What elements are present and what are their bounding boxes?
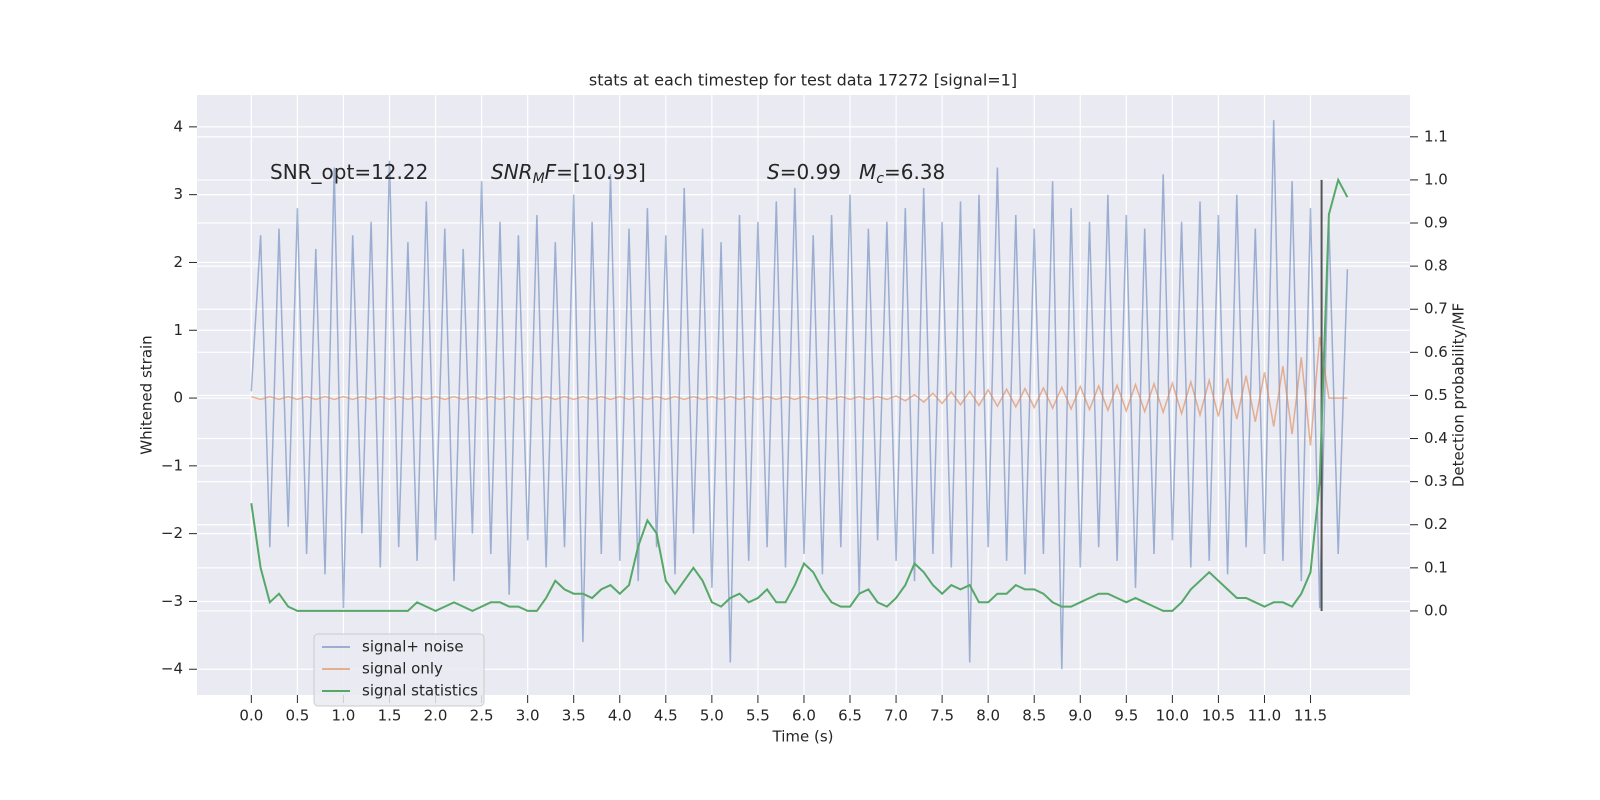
x-tick-label: 9.5: [1114, 707, 1138, 725]
y2-tick-label: 0.8: [1424, 257, 1448, 275]
x-tick-label: 0.5: [285, 707, 309, 725]
y-tick-label: 0: [173, 389, 183, 407]
y-tick-label: −2: [161, 524, 183, 542]
x-tick-label: 8.0: [976, 707, 1000, 725]
y2-axis-label: Detection probability/MF: [1450, 303, 1468, 487]
x-tick-label: 6.5: [838, 707, 862, 725]
x-tick-label: 11.0: [1248, 707, 1281, 725]
x-tick-label: 11.5: [1294, 707, 1327, 725]
y2-tick-label: 1.1: [1424, 127, 1448, 145]
x-tick-label: 3.0: [516, 707, 540, 725]
y2-tick-label: 0.5: [1424, 386, 1448, 404]
legend-label: signal statistics: [362, 682, 478, 700]
annotation: SNR_opt=12.22: [270, 160, 428, 184]
x-tick-label: 2.5: [470, 707, 494, 725]
y-axis-label: Whitened strain: [138, 335, 156, 454]
annotation-part: =0.99: [780, 160, 841, 184]
x-tick-label: 5.5: [746, 707, 770, 725]
x-tick-label: 1.5: [378, 707, 402, 725]
x-tick-label: 7.5: [930, 707, 954, 725]
annotation: SNRMF=[10.93]: [491, 160, 646, 188]
x-tick-label: 7.0: [884, 707, 908, 725]
annotation-part: =6.38: [884, 160, 945, 184]
chart-title: stats at each timestep for test data 172…: [589, 71, 1017, 90]
x-tick-label: 6.0: [792, 707, 816, 725]
x-tick-label: 3.5: [562, 707, 586, 725]
y2-tick-label: 0.9: [1424, 214, 1448, 232]
x-tick-label: 5.0: [700, 707, 724, 725]
annotation-part: F: [545, 160, 557, 184]
x-tick-label: 4.5: [654, 707, 678, 725]
annotation-part: SNR_opt=12.22: [270, 160, 428, 184]
x-tick-label: 2.0: [424, 707, 448, 725]
y-tick-label: 4: [173, 117, 183, 135]
y-tick-label: 1: [173, 321, 183, 339]
y-tick-label: −1: [161, 456, 183, 474]
y-tick-label: 2: [173, 253, 183, 271]
series-line: [251, 336, 1348, 446]
annotation-part: S: [767, 160, 780, 184]
series-line: [250, 120, 1349, 670]
y2-tick-label: 1.0: [1424, 170, 1448, 188]
legend-label: signal only: [362, 660, 443, 678]
y2-tick-label: 0.3: [1424, 472, 1448, 490]
y2-tick-label: 0.7: [1424, 300, 1448, 318]
x-tick-label: 9.0: [1068, 707, 1092, 725]
x-tick-label: 0.0: [239, 707, 263, 725]
legend-box: [313, 633, 485, 707]
y2-tick-label: 0.0: [1424, 601, 1448, 619]
annotation-part: M: [859, 160, 876, 184]
y2-tick-label: 0.4: [1424, 429, 1448, 447]
x-tick-label: 8.5: [1022, 707, 1046, 725]
y2-tick-label: 0.6: [1424, 343, 1448, 361]
annotation-part: =[10.93]: [556, 160, 646, 184]
annotation: Mc=6.38: [859, 160, 945, 188]
y-tick-label: −3: [161, 592, 183, 610]
y2-tick-label: 0.2: [1424, 515, 1448, 533]
series-line: [250, 177, 1349, 613]
x-tick-label: 10.5: [1202, 707, 1235, 725]
y-tick-label: 3: [173, 185, 183, 203]
x-axis-label: Time (s): [772, 728, 834, 746]
x-tick-label: 10.0: [1156, 707, 1189, 725]
y-tick-label: −4: [161, 660, 183, 678]
annotation-part: c: [876, 171, 884, 187]
annotation-part: SNR: [491, 160, 533, 184]
x-tick-label: 4.0: [608, 707, 632, 725]
y2-tick-label: 0.1: [1424, 558, 1448, 576]
annotation: S=0.99: [767, 160, 841, 184]
legend-label: signal+ noise: [362, 638, 464, 656]
annotation-part: M: [533, 171, 545, 187]
x-tick-label: 1.0: [332, 707, 356, 725]
